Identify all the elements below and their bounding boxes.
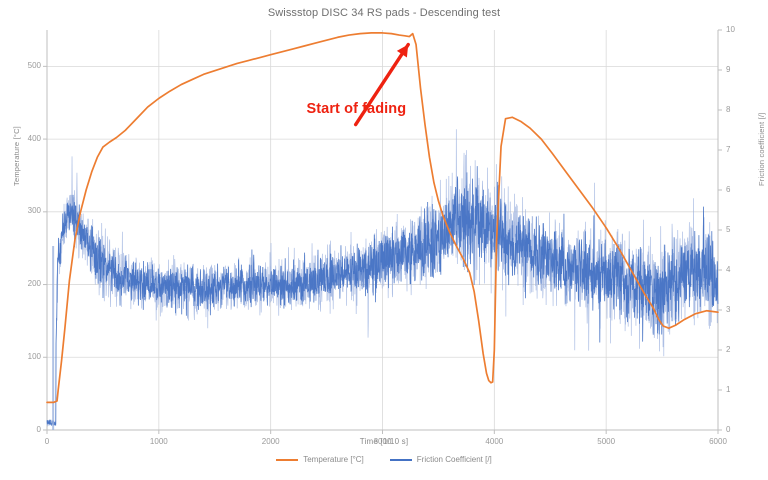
x-axis-tick-label: 4000 [485,437,504,446]
x-axis-tick-label: 0 [44,437,50,446]
y-axis-right-tick-label: 3 [726,304,731,314]
y-axis-right-title: Friction coefficient [/] [757,112,766,186]
x-axis-tick-label: 1000 [149,437,168,446]
y-axis-right-tick-label: 9 [726,64,731,74]
y-axis-right-tick-label: 2 [726,344,731,354]
y-axis-right-tick-label: 10 [726,24,735,34]
y-axis-right-tick-label: 8 [726,104,731,114]
legend-label: Friction Coefficient [/] [416,455,492,464]
y-axis-right-tick-label: 4 [726,264,731,274]
legend-item[interactable]: Temperature [°C] [276,455,364,464]
y-axis-left-tick-label: 400 [27,133,41,143]
x-axis-title: Time [1/10 s] [359,437,409,446]
y-axis-right-tick-label: 1 [726,384,731,394]
annotation-arrow-head [396,44,409,58]
x-axis-tick-label: 5000 [597,437,616,446]
x-axis-tick-label: 2000 [261,437,280,446]
y-axis-right-tick-label: 7 [726,144,731,154]
y-axis-right-tick-label: 6 [726,184,731,194]
legend-swatch-temperature [276,458,299,461]
chart-title: Swissstop DISC 34 RS pads - Descending t… [267,7,501,19]
y-axis-right-tick-label: 0 [726,424,731,434]
annotation-start-of-fading: Start of fading [306,101,407,117]
y-axis-left-tick-label: 0 [36,424,41,434]
y-axis-left-tick-label: 500 [27,60,41,70]
legend-label: Temperature [°C] [303,455,364,464]
y-axis-left-tick-label: 100 [27,351,41,361]
annotation-arrow-shaft [353,42,410,127]
friction-coefficient-series [46,166,719,427]
y-axis-left-tick-label: 200 [27,279,41,289]
x-axis-tick-label: 3000 [373,437,392,446]
y-axis-right-tick-label: 5 [726,224,731,234]
x-axis-tick-label: 6000 [709,437,727,446]
legend-item[interactable]: Friction Coefficient [/] [389,455,492,464]
temperature-series [46,32,719,404]
chart-legend: Temperature [°C] Friction Coefficient [/] [0,455,768,464]
legend-swatch-friction [389,458,412,461]
y-axis-left-tick-label: 300 [27,206,41,216]
